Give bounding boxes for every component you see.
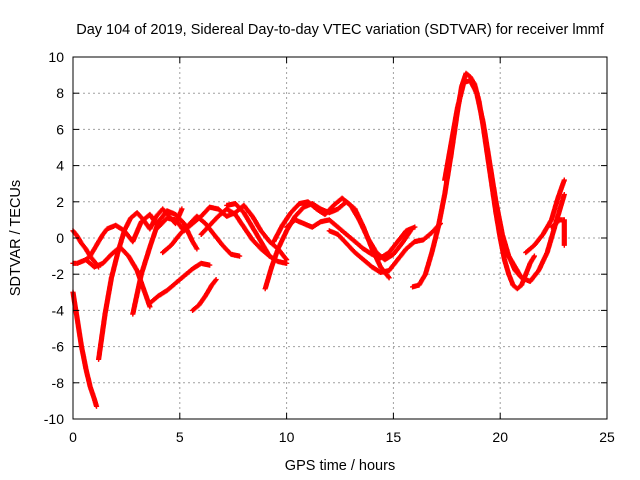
x-tick-label: 5 [176, 429, 184, 445]
y-axis-label: SDTVAR / TECUs [8, 180, 24, 296]
series-sat-k [224, 201, 273, 259]
y-tick-label: 10 [48, 49, 64, 65]
plus-markers [548, 217, 567, 248]
y-tick-label: 0 [56, 230, 64, 246]
tick-labels: 0 5 10 15 20 25 -10 -8 -6 -4 -2 0 2 4 6 8 10 [44, 49, 615, 445]
series-sat-i [190, 277, 219, 313]
plus-markers [224, 201, 273, 259]
y-tick-label: -6 [52, 339, 65, 355]
plus-markers [410, 70, 537, 292]
plus-markers [130, 208, 200, 317]
series-sat-f [130, 208, 200, 317]
y-tick-label: -2 [52, 266, 65, 282]
y-tick-label: -10 [44, 411, 64, 427]
x-tick-label: 20 [492, 429, 508, 445]
series-sat-g [147, 260, 213, 306]
plus-markers [147, 260, 213, 306]
plus-markers [284, 217, 418, 261]
plus-markers [160, 213, 243, 259]
x-tick-label: 15 [386, 429, 402, 445]
x-tick-label: 25 [599, 429, 615, 445]
series-sat-p [410, 70, 537, 292]
series-sat-q [442, 77, 525, 281]
plus-markers [523, 177, 567, 256]
data-series [70, 70, 567, 409]
series-sat-s [523, 177, 567, 256]
y-tick-label: 2 [56, 194, 64, 210]
series-sat-d [96, 206, 185, 362]
series-sat-h [160, 213, 243, 259]
grid [73, 57, 607, 419]
plus-markers [442, 77, 525, 281]
y-tick-label: 6 [56, 121, 64, 137]
plus-markers [70, 289, 100, 409]
plus-markers [190, 277, 219, 313]
axis-ticks [72, 56, 608, 420]
x-axis-label: GPS time / hours [285, 458, 395, 474]
x-tick-label: 10 [279, 429, 295, 445]
plus-markers [96, 206, 185, 362]
series-sat-o [326, 220, 443, 275]
plus-markers [326, 220, 443, 275]
series-sat-c [70, 289, 100, 409]
y-tick-label: 8 [56, 85, 64, 101]
y-tick-label: -4 [52, 302, 65, 318]
chart-title: Day 104 of 2019, Sidereal Day-to-day VTE… [76, 22, 605, 38]
y-tick-label: -8 [52, 375, 65, 391]
x-tick-label: 0 [69, 429, 77, 445]
series-sat-t [548, 217, 567, 248]
y-tick-label: 4 [56, 158, 64, 174]
series-sat-n [284, 217, 418, 261]
